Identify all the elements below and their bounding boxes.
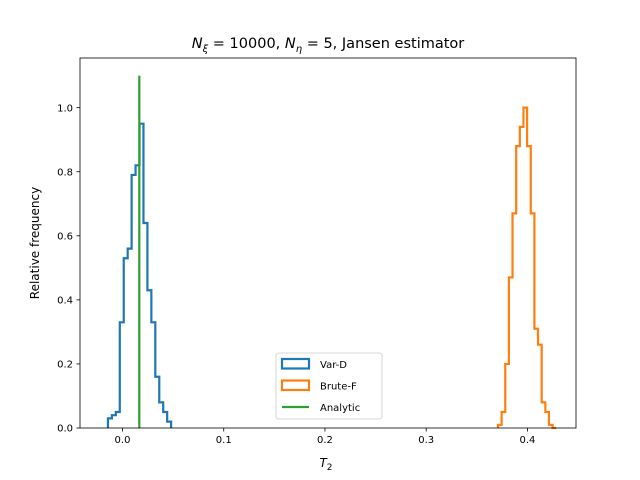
y-tick-label: 0.0 xyxy=(57,424,73,435)
plot-area xyxy=(106,75,557,430)
axes-frame xyxy=(79,57,577,429)
x-tick-label: 0.4 xyxy=(519,435,535,446)
y-tick-label: 1.0 xyxy=(57,103,73,114)
x-axis-label: T2 xyxy=(319,456,332,473)
legend-swatch-brute-f xyxy=(280,379,311,392)
x-tick-label: 0.2 xyxy=(317,435,333,446)
y-tick-label: 0.2 xyxy=(57,360,73,371)
y-tick-label: 0.6 xyxy=(57,231,73,242)
legend-label-brute-f: Brute-F xyxy=(320,382,357,393)
y-axis: 0.0 0.2 0.4 0.6 0.8 1.0 xyxy=(57,103,80,435)
legend: Var-D Brute-F Analytic xyxy=(275,352,383,420)
legend-label-analytic: Analytic xyxy=(320,403,360,414)
y-tick-label: 0.8 xyxy=(57,167,73,178)
series-brute-f-histogram xyxy=(496,106,557,430)
legend-label-var-d: Var-D xyxy=(320,360,347,371)
x-tick-label: 0.0 xyxy=(115,435,131,446)
legend-swatch-var-d xyxy=(280,357,311,370)
x-axis: 0.0 0.1 0.2 0.3 0.4 xyxy=(115,428,535,446)
x-tick-label: 0.3 xyxy=(418,435,434,446)
y-axis-label: Relative frequency xyxy=(28,187,42,299)
y-tick-label: 0.4 xyxy=(57,295,73,306)
chart-title: Nξ = 10000, Nη = 5, Jansen estimator xyxy=(192,36,465,55)
x-tick-label: 0.1 xyxy=(216,435,232,446)
